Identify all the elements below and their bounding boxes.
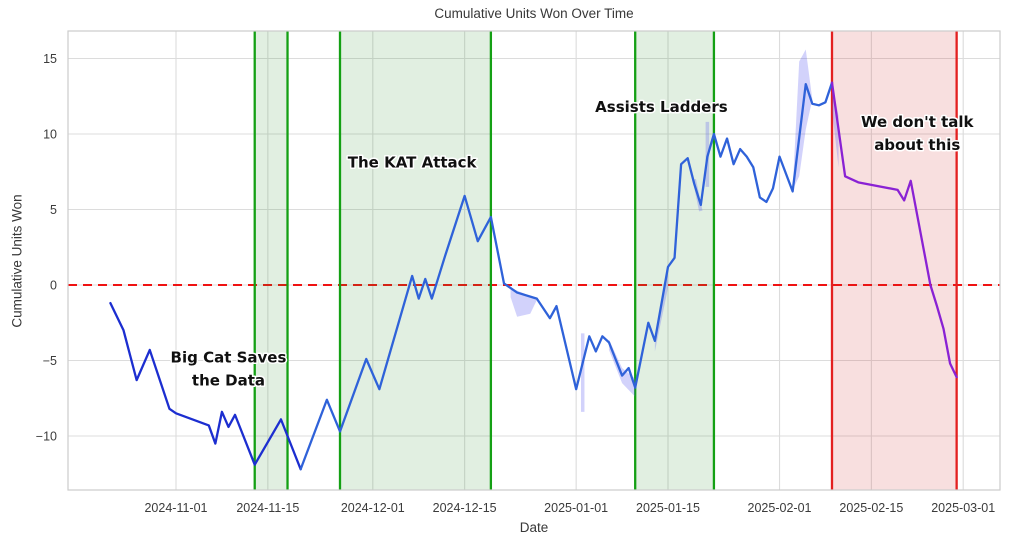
x-tick-label: 2025-03-01 [931,501,995,515]
series-phase-1-early [109,301,302,471]
event-annotation: We don't talk [861,113,975,131]
x-tick-label: 2025-02-01 [748,501,812,515]
event-annotation: Big Cat Saves [171,348,287,366]
event-annotation: about this [874,136,960,154]
x-tick-label: 2025-01-15 [636,501,700,515]
x-tick-label: 2025-01-01 [544,501,608,515]
x-tick-label: 2024-11-15 [236,501,299,515]
event-annotation: the Data [192,371,265,389]
event-span-3 [832,31,957,490]
x-tick-label: 2024-12-15 [433,501,497,515]
x-tick-label: 2025-02-15 [839,501,903,515]
event-span-0 [254,31,288,490]
plot-border [67,30,1001,491]
series-phase-2-recovery [299,81,834,471]
x-axis-label: Date [519,520,549,535]
chart-title: Cumulative Units Won Over Time [434,6,634,21]
y-tick-label: 15 [43,52,57,66]
event-annotation: Assists Ladders [595,98,728,116]
x-tick-label: 2024-11-01 [144,501,207,515]
y-tick-label: −5 [43,354,57,368]
y-tick-label: −10 [36,430,57,444]
event-span-2 [635,31,714,490]
event-annotation: The KAT Attack [348,154,478,172]
y-tick-label: 0 [50,279,57,293]
event-span-1 [340,31,491,490]
x-tick-label: 2024-12-01 [341,501,405,515]
y-tick-label: 5 [50,203,57,217]
y-tick-label: 10 [43,128,57,142]
series-phase-3-collapse [830,81,958,379]
